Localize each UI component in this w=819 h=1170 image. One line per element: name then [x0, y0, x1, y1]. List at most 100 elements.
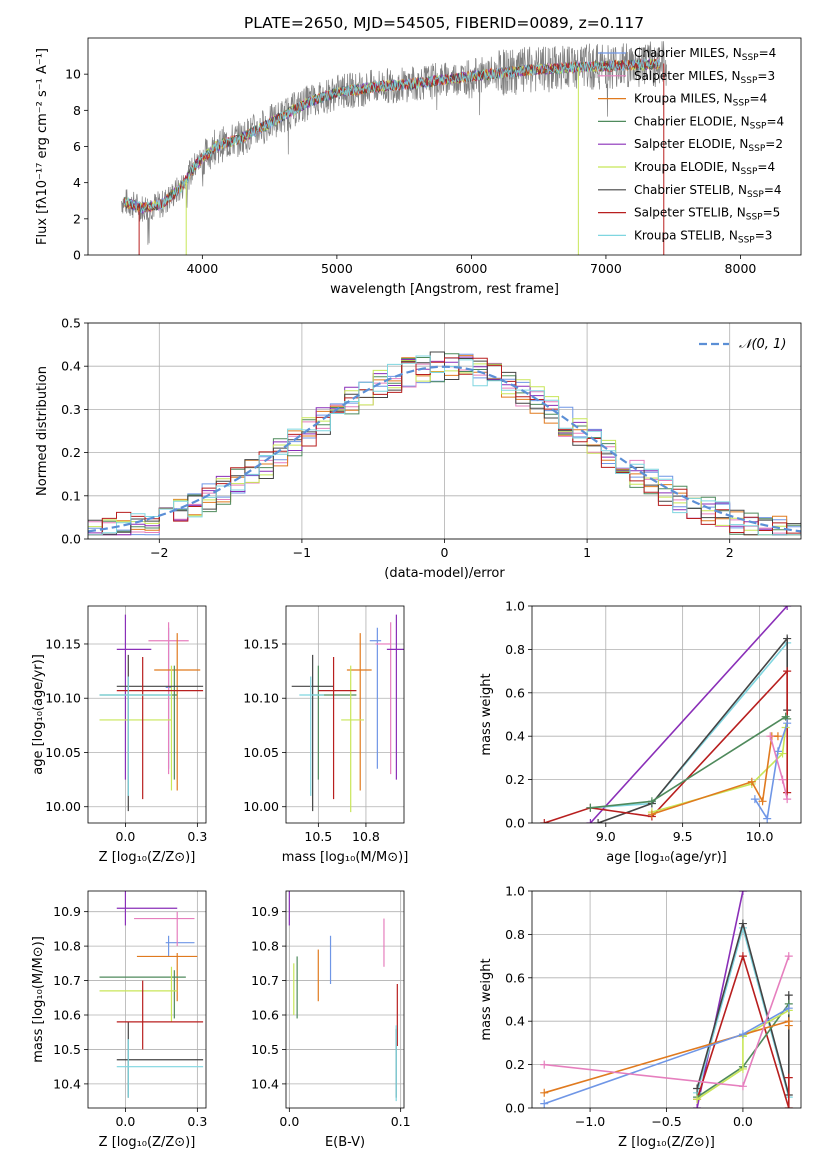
mass-weight-point-salpeter_stelib	[783, 667, 792, 676]
y-tick-label: 0.6	[505, 970, 525, 985]
y-tick-label: 4	[73, 175, 81, 190]
x-tick-label: −1.0	[575, 1114, 605, 1129]
x-tick-label: 9.0	[596, 829, 616, 844]
y-tick-label: 0.2	[505, 1057, 525, 1072]
mass-weight-point-kroupa_miles	[758, 797, 767, 806]
mass-weight-point-chabrier_stelib	[738, 919, 747, 928]
y-tick-label: 0.0	[505, 1101, 525, 1116]
x-tick-label: 0.0	[279, 1114, 299, 1129]
axes-frame	[87, 890, 207, 1109]
y-tick-label: 0.5	[61, 316, 81, 331]
spectrum-model-line-salpeter_stelib	[123, 59, 660, 212]
mass-weight-point-kroupa_miles	[647, 810, 656, 819]
mass-weight-point-chabrier_miles	[738, 1030, 747, 1039]
x-tick-label: 1	[583, 545, 591, 560]
x-tick-label: 4000	[186, 261, 218, 276]
y-tick-label: 10.5	[251, 1042, 279, 1057]
y-tick-label: 0.4	[505, 1014, 525, 1029]
residuals-panel: −2 −1 0 1 2 0.0 0.1 0.2 0.3 0.4 0.5 (data-model)/er…	[35, 316, 802, 581]
spectrum-marks	[121, 41, 667, 255]
y-tick-label: 10.05	[45, 745, 81, 760]
x-tick-label: 9.5	[673, 829, 693, 844]
x-tick-label: 5000	[321, 261, 353, 276]
y-tick-label: 1.0	[505, 599, 525, 614]
x-tick-label: 0.0	[115, 1114, 135, 1129]
y-tick-label: 10.9	[53, 904, 81, 919]
mass-weight-point-kroupa_miles	[540, 1088, 549, 1097]
y-tick-label: 0.0	[61, 532, 81, 547]
mass_weight_vs_age-panel: 9.0 9.5 10.0 0.0 0.2 0.4 0.6 0.8 1.0 age [log₁₀(a…	[479, 599, 802, 865]
y-tick-label: 0.8	[505, 642, 525, 657]
mass-weight-line-chabrier_elodie	[590, 715, 788, 809]
y-axis-label: Flux [fλ10⁻¹⁷ erg cm⁻² s⁻¹ A⁻¹]	[35, 48, 50, 245]
x-tick-label: 0.3	[187, 829, 207, 844]
axes-frame	[87, 605, 207, 824]
y-tick-label: 10.00	[45, 799, 81, 814]
x-tick-label: 0.3	[187, 1114, 207, 1129]
mass-weight-line-salpeter_elodie	[589, 606, 788, 823]
mass-weight-line-chabrier_stelib	[696, 920, 790, 1096]
mass-weight-point-chabrier_miles	[763, 814, 772, 823]
mass-weight-line-kroupa_elodie	[651, 727, 787, 813]
y-axis-label: mass weight	[479, 958, 494, 1040]
x-tick-label: 2	[726, 545, 734, 560]
mass-weight-point-salpeter_elodie	[586, 819, 595, 823]
mass-weight-point-salpeter_elodie	[693, 1104, 702, 1108]
y-tick-label: 0.8	[505, 927, 525, 942]
x-tick-label: −1	[293, 545, 311, 560]
mass-weight-point-salpeter_stelib	[738, 952, 747, 961]
mass-weight-point-chabrier_miles	[783, 719, 792, 728]
y-axis-label: age [log₁₀(age/yr)]	[31, 654, 46, 775]
x-tick-label: 0.0	[115, 829, 135, 844]
mass_vs_Z-marks	[99, 891, 204, 1098]
axes-frame	[285, 890, 405, 1109]
mass-weight-point-chabrier_miles	[540, 1099, 549, 1108]
x-axis-label: Z [log₁₀(Z/Z⊙)]	[99, 1135, 196, 1150]
x-tick-label: 10.8	[352, 829, 380, 844]
mass-weight-line-chabrier_miles	[754, 722, 788, 821]
mass-weight-point-chabrier_miles	[750, 795, 759, 804]
x-axis-label: Z [log₁₀(Z/Z⊙)]	[618, 1135, 715, 1150]
legend-label-salpeter_miles: Salpeter MILES, NSSP=3	[634, 69, 775, 86]
y-tick-label: 10.8	[251, 939, 279, 954]
y-tick-label: 0.1	[61, 488, 81, 503]
x-tick-label: 0.1	[391, 1114, 411, 1129]
y-tick-label: 10.10	[45, 691, 81, 706]
legend-label-salpeter_stelib: Salpeter STELIB, NSSP=5	[634, 206, 780, 223]
y-tick-label: 0.4	[505, 729, 525, 744]
histogram-salpeter_stelib	[88, 357, 801, 536]
mass-weight-line-salpeter_elodie	[696, 891, 744, 1108]
y-tick-label: 10.15	[243, 636, 279, 651]
y-tick-label: 10.9	[251, 904, 279, 919]
y-tick-label: 10.6	[251, 1008, 279, 1023]
y-tick-label: 0	[73, 248, 81, 263]
x-tick-label: −2	[150, 545, 168, 560]
x-axis-label: mass [log₁₀(M/M⊙)]	[282, 850, 409, 865]
y-tick-label: 10.00	[243, 799, 279, 814]
x-tick-label: 0	[441, 545, 449, 560]
x-tick-label: 8000	[725, 261, 757, 276]
legend-label-chabrier_stelib: Chabrier STELIB, NSSP=4	[634, 183, 782, 200]
mass_vs_ebv-marks	[288, 891, 398, 1102]
y-tick-label: 10.5	[53, 1042, 81, 1057]
legend-label-kroupa_elodie: Kroupa ELODIE, NSSP=4	[634, 160, 775, 177]
mass-weight-point-salpeter_stelib	[784, 1073, 793, 1082]
mass-weight-line-salpeter_stelib	[544, 669, 788, 823]
y-tick-label: 10	[65, 67, 81, 82]
mass-weight-point-chabrier_stelib	[783, 634, 792, 643]
y-tick-label: 0.4	[61, 359, 81, 374]
mass-weight-point-salpeter_miles	[778, 775, 787, 784]
mass-weight-point-kroupa_elodie	[693, 1095, 702, 1104]
mass-weight-point-salpeter_miles	[738, 1082, 747, 1091]
mass-weight-point-chabrier_miles	[784, 1004, 793, 1013]
mass_vs_ebv-panel: 0.0 0.1 10.4 10.5 10.6 10.7 10.8 10.9 E(B-V)	[251, 890, 411, 1150]
mass-weight-point-salpeter_elodie	[783, 606, 792, 610]
figure-title: PLATE=2650, MJD=54505, FIBERID=0089, z=0…	[244, 14, 644, 32]
mass-weight-point-salpeter_miles	[766, 732, 775, 741]
axes-frame	[531, 605, 802, 824]
x-axis-label: Z [log₁₀(Z/Z⊙)]	[99, 850, 196, 865]
normal-curve	[88, 365, 801, 533]
legend-label-chabrier_elodie: Chabrier ELODIE, NSSP=4	[634, 114, 784, 131]
y-tick-label: 10.05	[243, 745, 279, 760]
y-tick-label: 0.2	[505, 772, 525, 787]
